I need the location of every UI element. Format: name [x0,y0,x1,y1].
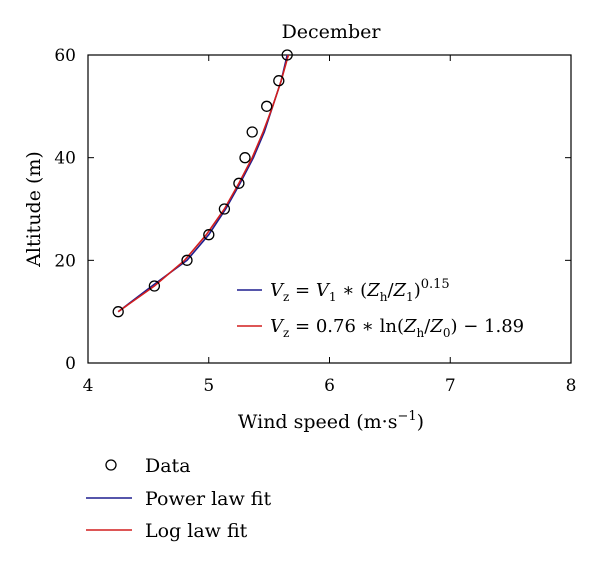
data-point [203,229,215,241]
data-point [181,254,193,266]
series-layer [112,49,293,318]
y-tick-label: 0 [65,354,76,374]
data-point [239,152,251,164]
axis-ticks [87,54,572,364]
data-point [281,49,293,61]
y-tick-label: 60 [54,46,76,66]
data-point [273,75,285,87]
data-point [246,126,258,138]
x-axis-label-unit-close: ) [417,411,424,433]
power-eq: Vz = V1 ∗ (Zh/Z1)0.15 [270,277,450,304]
y-tick-label: 20 [54,251,76,271]
x-axis-label-unit-sup: −1 [397,409,416,424]
x-axis-label-unit: (m·s [356,411,397,433]
x-tick-label: 8 [566,376,577,396]
chart-title: December [282,21,382,43]
x-tick-label: 5 [203,376,214,396]
legend-data-label: Data [145,455,191,477]
data-point [261,100,273,112]
x-tick-label: 7 [445,376,456,396]
legend: Data Power law fit Log law fit [86,455,271,542]
data-point [218,203,231,215]
x-axis-label-text: Wind speed [238,411,350,433]
log-law-fit-line [117,54,290,313]
legend-data-marker [105,459,117,471]
data-point [112,306,124,318]
x-tick-label: 6 [324,376,335,396]
legend-log-label: Log law fit [145,520,248,542]
legend-power-label: Power law fit [145,488,271,510]
power-law-fit-line [117,54,288,313]
tick-labels: 4 5 6 7 8 0 20 40 60 [54,46,576,396]
data-point [148,280,161,292]
log-eq: Vz = 0.76 ∗ ln(Zh/Z0) − 1.89 [270,316,524,340]
data-point [233,177,245,189]
x-axis-label: Wind speed (m·s−1) [238,409,424,433]
x-tick-label: 4 [83,376,94,396]
y-tick-label: 40 [54,149,76,169]
y-axis-label: Altitude (m) [23,151,45,268]
